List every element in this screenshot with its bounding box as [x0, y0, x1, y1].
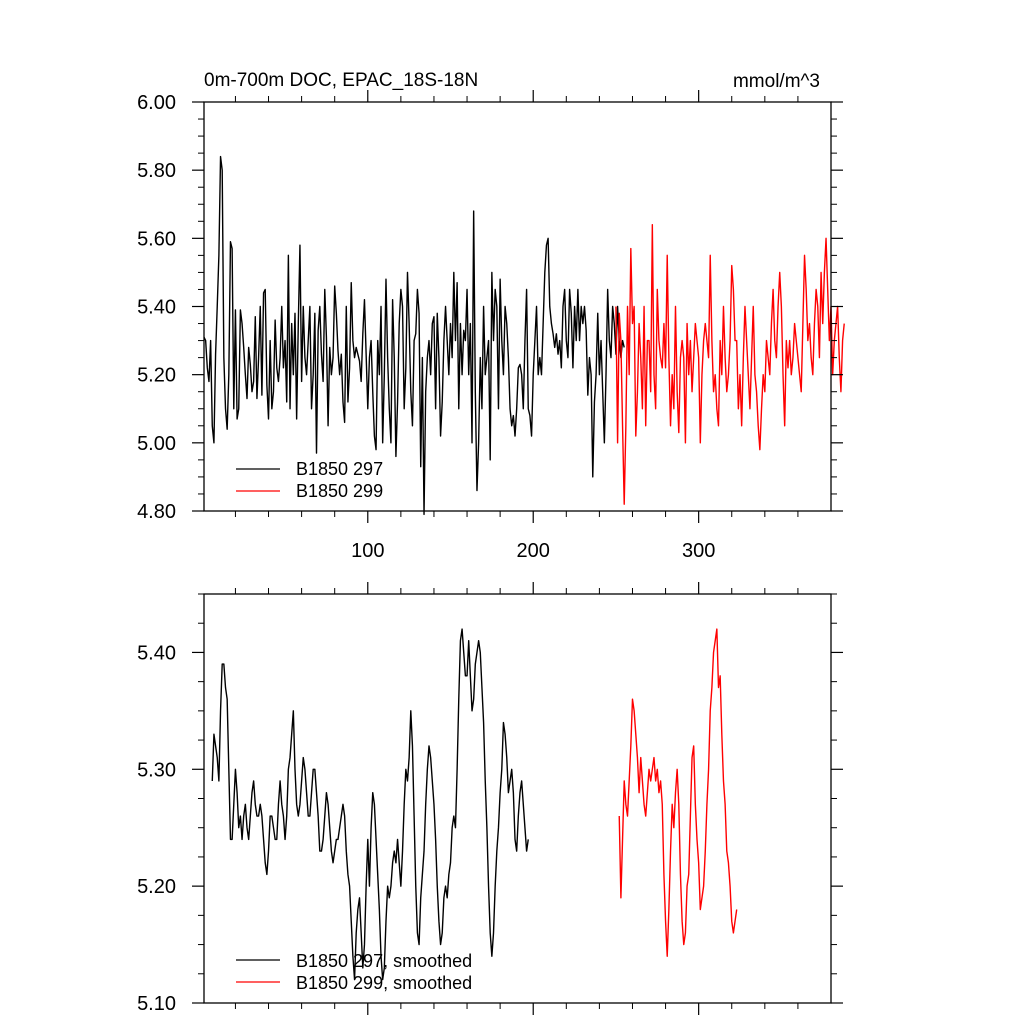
top-axes: 4.80 5.00 5.20 5.40 5.60 5.80 6.00 100 200 300: [137, 90, 843, 562]
top-series-line-b1850-297: [203, 155, 625, 516]
top-x-tick-label: 100: [351, 540, 384, 562]
top-y-tick-label: 5.60: [137, 228, 176, 250]
bottom-plot-frame: [203, 593, 832, 1004]
top-y-tick-label: 5.00: [137, 433, 176, 455]
top-x-tick-label: 200: [517, 540, 550, 562]
top-x-tick-label: 300: [682, 540, 715, 562]
bottom-y-tick-label: 5.10: [137, 993, 176, 1015]
top-y-tick-label: 6.00: [137, 92, 176, 114]
top-legend: B1850 297 B1850 299: [236, 459, 383, 501]
top-y-tick-label: 5.80: [137, 160, 176, 182]
top-series-line-b1850-299: [615, 223, 845, 505]
top-series-group: [203, 155, 845, 516]
bottom-axes: 5.10 5.20 5.30 5.40: [137, 582, 843, 1015]
legend-label-297-smoothed: B1850 297, smoothed: [296, 951, 472, 971]
bottom-series-group: [211, 628, 738, 981]
legend-label-297: B1850 297: [296, 459, 383, 479]
top-panel: 0m-700m DOC, EPAC_18S-18N mmol/m^3 4.80 5…: [137, 70, 845, 562]
chart-title: 0m-700m DOC, EPAC_18S-18N: [204, 70, 478, 91]
bottom-series-line-b1850-299-smoothed: [618, 628, 738, 957]
bottom-y-tick-label: 5.30: [137, 759, 176, 781]
legend-label-299-smoothed: B1850 299, smoothed: [296, 973, 472, 993]
bottom-legend: B1850 297, smoothed B1850 299, smoothed: [236, 951, 472, 993]
top-y-tick-label: 5.40: [137, 297, 176, 319]
bottom-series-line-b1850-297-smoothed: [211, 628, 529, 981]
top-y-tick-label: 5.20: [137, 365, 176, 387]
bottom-panel: 5.10 5.20 5.30 5.40 B1850 297, smoothed B18…: [137, 582, 843, 1015]
legend-label-299: B1850 299: [296, 481, 383, 501]
top-y-tick-label: 4.80: [137, 501, 176, 523]
bottom-y-tick-label: 5.40: [137, 642, 176, 664]
bottom-y-tick-label: 5.20: [137, 876, 176, 898]
units-label: mmol/m^3: [733, 71, 820, 92]
